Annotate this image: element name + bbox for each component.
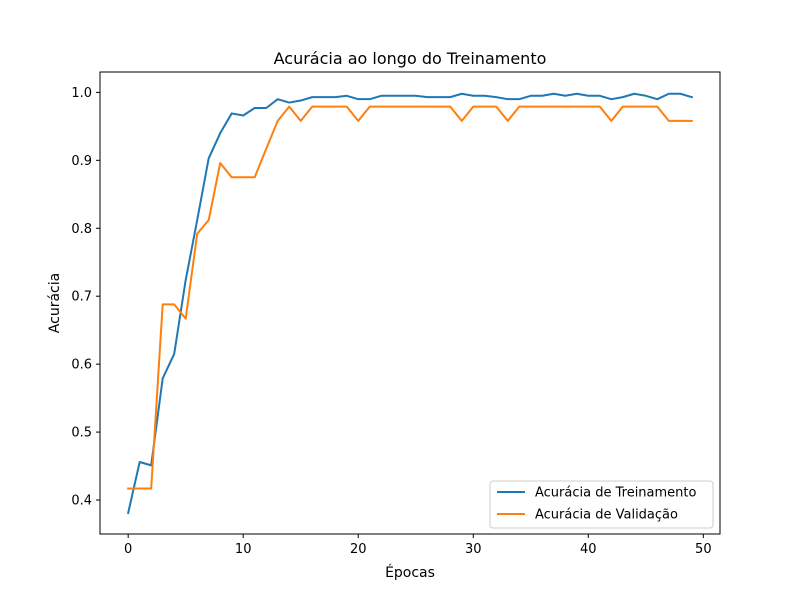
x-axis-ticks: 0 10 20 30 40 50	[124, 534, 712, 557]
y-tick-label: 0.8	[71, 222, 92, 237]
x-tick-label: 0	[124, 542, 132, 557]
y-tick-label: 0.7	[71, 290, 92, 305]
legend-box	[489, 480, 714, 529]
y-tick-label: 0.4	[71, 494, 92, 509]
axes-frame	[99, 71, 721, 535]
chart-title: Acurácia ao longo do Treinamento	[274, 49, 547, 68]
series-line-validation	[127, 105, 693, 490]
x-tick-label: 40	[580, 542, 597, 557]
legend-label-validation: Acurácia de Validação	[535, 508, 678, 523]
x-tick-label: 20	[350, 542, 367, 557]
y-tick-label: 0.6	[71, 358, 92, 373]
series-layer	[126, 92, 694, 515]
y-axis-label: Acurácia	[47, 273, 63, 333]
x-axis-label: Épocas	[385, 564, 435, 581]
x-tick-label: 30	[465, 542, 482, 557]
y-tick-label: 0.9	[71, 154, 92, 169]
x-tick-label: 10	[235, 542, 252, 557]
y-axis-ticks: 0.4 0.5 0.6 0.7 0.8 0.9 1.0	[71, 86, 100, 509]
y-tick-label: 1.0	[71, 86, 92, 101]
legend-label-training: Acurácia de Treinamento	[535, 486, 697, 501]
x-tick-label: 50	[695, 542, 712, 557]
legend: Acurácia de Treinamento Acurácia de Vali…	[489, 480, 714, 529]
y-tick-label: 0.5	[71, 426, 92, 441]
plot-area	[99, 71, 721, 535]
series-line-training	[126, 92, 694, 515]
